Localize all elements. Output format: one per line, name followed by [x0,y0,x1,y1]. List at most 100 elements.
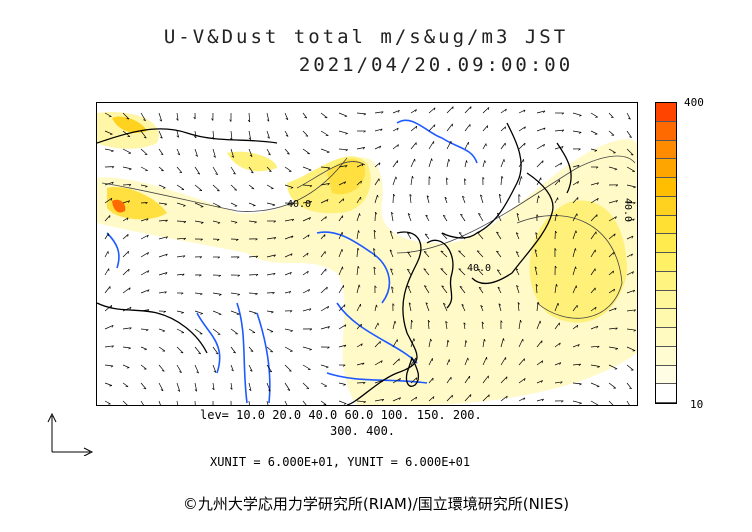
wind-arrow-head [236,256,240,259]
wind-arrow-head [523,109,526,113]
wind-arrow [392,378,401,384]
wind-arrow-head [164,291,167,294]
wind-arrow [626,253,633,258]
wind-arrow-head [381,111,384,114]
wind-arrow [320,306,329,312]
wind-arrow [230,130,233,140]
wind-arrow-head [344,344,347,348]
wind-arrow-head [271,311,274,314]
wind-arrow-head [177,389,181,392]
wind-arrow [391,212,394,222]
wind-arrow [441,285,448,294]
wind-arrow-head [389,249,393,252]
wind-arrow-head [445,320,448,324]
wind-arrow [476,250,484,258]
wind-arrow [176,202,186,206]
wind-arrow-head [500,320,503,323]
wind-arrow [392,339,398,348]
unit-legend: XUNIT = 6.000E+01, YUNIT = 6.000E+01 [210,455,471,469]
dust-field [97,112,637,405]
wind-arrow [176,112,179,121]
wind-arrow [554,302,559,312]
wind-arrow-head [560,381,563,384]
colorbar-step [656,140,676,160]
wind-arrow [122,166,132,170]
wind-arrow [482,107,490,114]
wind-arrow-head [342,364,346,367]
wind-arrow [535,284,538,294]
wind-arrow [392,144,399,150]
wind-arrow [176,364,182,373]
wind-arrow [500,126,506,132]
wind-arrow [248,202,256,206]
wind-arrow-head [577,181,579,184]
wind-arrow [284,291,291,294]
wind-arrow-head [291,235,294,239]
wind-arrow [284,235,294,240]
wind-arrow-head [307,252,309,256]
wind-arrow [302,234,310,240]
wind-arrow-head [543,127,546,131]
level-legend-line2: 300. 400. [330,424,396,438]
wind-arrow [158,236,168,240]
wind-arrow-head [375,211,378,215]
wind-arrow [424,233,430,240]
wind-arrow-head [391,211,394,215]
wind-arrow [441,232,448,240]
wind-arrow [464,178,466,186]
wind-arrow [104,268,110,276]
wind-arrow-head [327,306,330,309]
wind-arrow [212,364,217,373]
wind-arrow [626,218,635,222]
wind-arrow [122,112,130,120]
wind-arrow-head [305,135,309,137]
wind-arrow [608,400,614,405]
wind-arrow [554,213,557,222]
wind-arrow [284,253,293,258]
wind-arrow [392,160,398,168]
wind-arrow-head [595,166,599,169]
colorbar [655,102,677,404]
wind-arrow-head [250,350,254,352]
wind-arrow [140,364,147,370]
wind-arrow [608,200,618,204]
wind-arrow-head [272,204,276,207]
wind-arrow [374,145,381,150]
wind-arrow [356,112,366,115]
wind-arrow [122,234,129,240]
wind-arrow [320,166,330,169]
wind-arrow-head [288,370,292,372]
wind-arrow-head [162,330,166,332]
wind-arrow [140,202,148,204]
wind-arrow-head [144,348,147,351]
wind-arrow-head [424,251,427,253]
map-canvas: 40.0 40.0 40.0 [97,103,637,405]
wind-arrow-head [230,137,233,141]
wind-arrow-head [267,153,271,156]
wind-arrow-head [393,193,396,197]
wind-arrow-head [477,231,480,234]
wind-arrow-head [273,237,277,240]
wind-arrow [496,250,502,258]
wind-arrow [338,249,343,258]
wind-arrow [608,148,616,154]
wind-arrow-head [160,389,164,392]
wind-arrow [176,328,185,333]
wind-arrow [104,130,113,135]
wind-arrow [122,200,130,204]
dust-patch-northwest-core [112,116,147,133]
wind-arrow-head [578,132,582,134]
wind-arrow [356,362,365,366]
wind-arrow [140,270,149,276]
wind-arrow-head [342,198,345,202]
wind-arrow-head [614,307,617,311]
wind-arrow [140,346,147,350]
wind-arrow-head [196,371,199,374]
wind-arrow [423,268,430,276]
wind-arrow-head [628,117,631,120]
wind-arrow-head [614,233,616,237]
wind-arrow-head [541,360,544,364]
wind-arrow [518,109,526,114]
wind-arrow [122,364,130,368]
wind-arrow-head [415,126,418,129]
